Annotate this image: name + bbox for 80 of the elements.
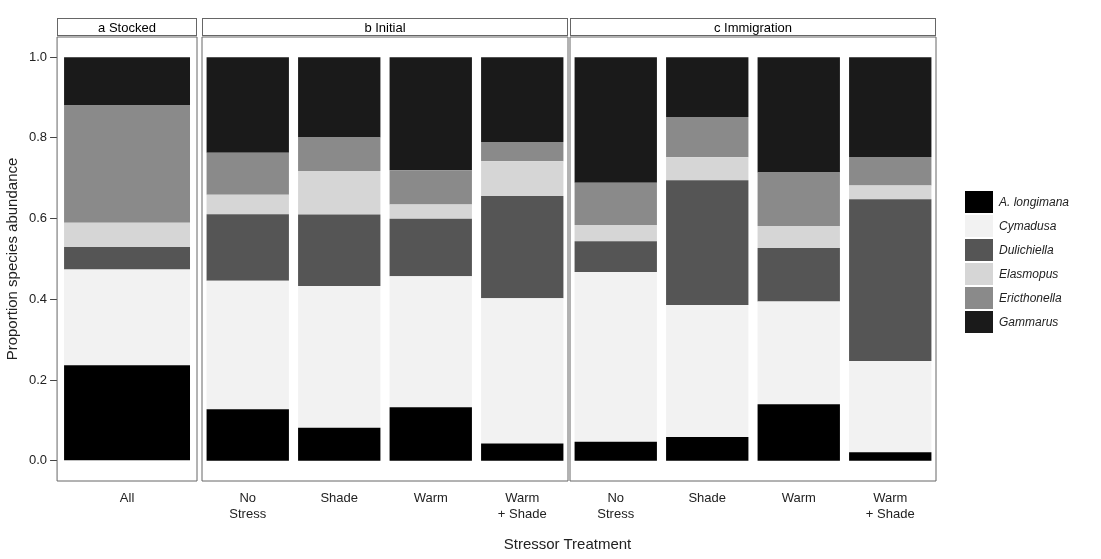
x-tick-label: No Stress — [597, 490, 635, 521]
x-tick-label: Shade — [688, 490, 727, 506]
bar — [298, 286, 381, 428]
legend-label: Gammarus — [999, 315, 1059, 329]
x-tick-label: No Stress — [229, 490, 267, 521]
bar — [481, 141, 564, 162]
bar — [64, 57, 190, 106]
bar — [666, 305, 749, 437]
bar — [574, 57, 657, 183]
bar — [849, 452, 932, 461]
bar — [757, 172, 840, 226]
bar — [64, 105, 190, 223]
legend-label: Elasmopus — [999, 267, 1059, 281]
bar — [389, 57, 472, 171]
x-tick-label: Warm — [781, 490, 816, 506]
bar — [298, 57, 381, 138]
bar — [206, 57, 289, 153]
bar — [757, 301, 840, 405]
bar — [574, 182, 657, 226]
x-tick-label: Shade — [320, 490, 359, 506]
bar — [298, 214, 381, 287]
bar — [666, 180, 749, 306]
legend-label: A. longimana — [999, 195, 1070, 209]
bar — [389, 218, 472, 277]
bar — [666, 57, 749, 117]
bar — [64, 269, 190, 366]
y-tick-label: 0.0 — [28, 452, 48, 468]
bar — [481, 196, 564, 299]
bar — [389, 276, 472, 408]
chart-title: c Immigration — [570, 18, 936, 36]
bar — [666, 157, 749, 181]
bar — [206, 214, 289, 281]
chart-title: b Initial — [202, 18, 568, 36]
x-tick-label: Warm + Shade — [865, 490, 915, 521]
bar — [757, 57, 840, 173]
bar — [481, 443, 564, 461]
y-axis-title: Proportion species abundance — [3, 157, 21, 361]
x-tick-label: Warm + Shade — [497, 490, 547, 521]
bar — [849, 156, 932, 186]
x-axis-title: Stressor Treatment — [502, 535, 633, 552]
bar — [666, 116, 749, 158]
bar — [389, 407, 472, 461]
bar — [757, 248, 840, 302]
bar — [206, 194, 289, 215]
bar — [849, 185, 932, 200]
bar — [666, 437, 749, 461]
bar — [389, 170, 472, 205]
bar — [206, 409, 289, 461]
bar — [574, 441, 657, 461]
bar — [574, 225, 657, 242]
bar — [574, 241, 657, 272]
bar — [298, 427, 381, 461]
bar — [481, 57, 564, 142]
bar — [574, 271, 657, 442]
bar — [64, 222, 190, 247]
x-tick-label: All — [119, 490, 135, 506]
bar — [298, 171, 381, 215]
bar — [64, 365, 190, 461]
legend-label: Cymadusa — [999, 219, 1057, 233]
x-tick-label: Warm — [413, 490, 448, 506]
bar — [206, 152, 289, 195]
legend-label: Dulichiella — [999, 243, 1054, 257]
bar — [849, 361, 932, 453]
y-tick-label: 1.0 — [28, 48, 48, 64]
bar — [298, 137, 381, 172]
y-tick-label: 0.8 — [28, 129, 48, 145]
legend-label: Ericthonella — [999, 291, 1062, 305]
bar — [757, 404, 840, 461]
y-tick-label: 0.6 — [28, 210, 48, 226]
bar — [849, 199, 932, 362]
bar — [481, 298, 564, 444]
bar — [64, 246, 190, 270]
bar — [757, 225, 840, 249]
y-tick-label: 0.4 — [28, 290, 48, 306]
bar — [849, 57, 932, 157]
bar — [481, 161, 564, 197]
bar — [389, 204, 472, 219]
y-tick-label: 0.2 — [28, 371, 48, 387]
bar — [206, 280, 289, 410]
chart-title: a Stocked — [57, 18, 197, 36]
